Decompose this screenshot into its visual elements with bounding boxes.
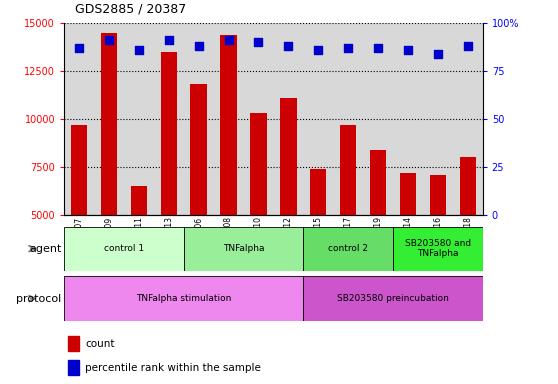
Point: [194, 43, 203, 49]
Point: [434, 51, 442, 57]
Point: [224, 37, 233, 43]
Bar: [280, 98, 297, 215]
Text: agent: agent: [29, 243, 61, 254]
Text: TNFalpha: TNFalpha: [223, 244, 264, 253]
Point: [165, 37, 174, 43]
Bar: [190, 84, 207, 215]
Point: [284, 43, 293, 49]
Bar: [400, 173, 416, 215]
Point: [374, 45, 383, 51]
Point: [463, 43, 472, 49]
Text: control 1: control 1: [104, 244, 144, 253]
Text: SB203580 and
TNFalpha: SB203580 and TNFalpha: [405, 239, 471, 258]
Bar: [64, 276, 304, 321]
Bar: [131, 186, 147, 215]
Bar: [304, 23, 333, 215]
Bar: [69, 360, 79, 375]
Point: [104, 37, 113, 43]
Text: TNFalpha stimulation: TNFalpha stimulation: [136, 294, 232, 303]
Bar: [94, 23, 124, 215]
Bar: [310, 169, 326, 215]
Bar: [69, 336, 79, 351]
Text: GDS2885 / 20387: GDS2885 / 20387: [75, 2, 186, 15]
Bar: [243, 23, 273, 215]
Bar: [423, 23, 453, 215]
Bar: [124, 23, 154, 215]
Bar: [250, 113, 267, 215]
Bar: [340, 125, 357, 215]
Bar: [161, 52, 177, 215]
Bar: [214, 23, 243, 215]
Bar: [304, 227, 393, 271]
Bar: [184, 23, 214, 215]
Bar: [101, 33, 117, 215]
Text: count: count: [85, 339, 114, 349]
Text: SB203580 preincubation: SB203580 preincubation: [337, 294, 449, 303]
Bar: [363, 23, 393, 215]
Bar: [393, 23, 423, 215]
Bar: [154, 23, 184, 215]
Text: protocol: protocol: [16, 293, 61, 304]
Bar: [333, 23, 363, 215]
Bar: [184, 227, 304, 271]
Point: [254, 39, 263, 45]
Bar: [64, 23, 94, 215]
Bar: [71, 125, 88, 215]
Bar: [304, 276, 483, 321]
Point: [403, 47, 412, 53]
Bar: [393, 227, 483, 271]
Bar: [370, 150, 386, 215]
Point: [344, 45, 353, 51]
Bar: [64, 227, 184, 271]
Bar: [459, 157, 476, 215]
Bar: [430, 175, 446, 215]
Point: [314, 47, 323, 53]
Text: percentile rank within the sample: percentile rank within the sample: [85, 362, 261, 373]
Text: control 2: control 2: [328, 244, 368, 253]
Bar: [453, 23, 483, 215]
Bar: [220, 35, 237, 215]
Bar: [273, 23, 304, 215]
Point: [134, 47, 143, 53]
Point: [75, 45, 84, 51]
